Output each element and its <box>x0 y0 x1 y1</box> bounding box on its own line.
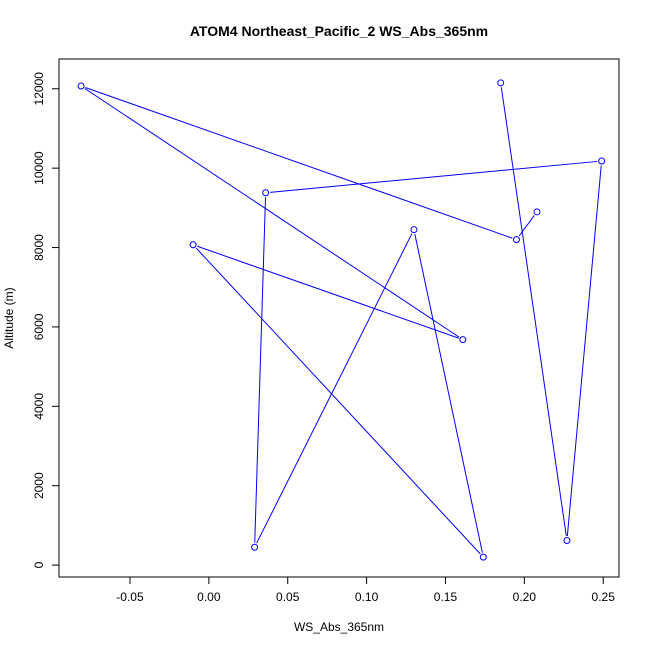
series-line-segment <box>195 247 481 555</box>
series-line-segment <box>256 233 413 544</box>
series-line-segment <box>500 87 567 537</box>
series-line-segment <box>270 160 598 193</box>
y-axis: 0 2000 4000 6000 8000 10000 12000 <box>32 72 60 568</box>
x-tick-label: 0.25 <box>592 590 616 604</box>
data-point <box>533 208 541 216</box>
series-lines <box>84 87 602 555</box>
y-tick-label: 10000 <box>32 151 46 185</box>
chart-title: ATOM4 Northeast_Pacific_2 WS_Abs_365nm <box>190 23 488 39</box>
y-tick-label: 4000 <box>32 393 46 420</box>
x-axis-label: WS_Abs_365nm <box>294 620 384 634</box>
series-line-segment <box>85 87 513 239</box>
x-axis: -0.05 0.00 0.05 0.10 0.15 0.20 0.25 <box>116 576 616 604</box>
data-point <box>563 536 571 544</box>
x-tick-label: 0.00 <box>197 590 221 604</box>
data-point <box>512 236 520 244</box>
data-point <box>497 79 505 87</box>
y-axis-label: Altitude (m) <box>2 287 16 348</box>
series-line-segment <box>566 165 602 537</box>
series-points <box>77 79 606 561</box>
data-point <box>479 553 487 561</box>
y-tick-label: 12000 <box>32 72 46 106</box>
data-point <box>598 157 606 165</box>
data-point <box>189 241 197 249</box>
x-tick-label: 0.05 <box>276 590 300 604</box>
series-line-segment <box>414 233 483 553</box>
y-tick-label: 0 <box>32 561 46 568</box>
data-point <box>459 336 467 344</box>
series-line-segment <box>84 88 460 338</box>
series-line-segment <box>197 245 459 339</box>
x-tick-label: -0.05 <box>116 590 144 604</box>
data-point <box>262 189 270 197</box>
data-point <box>77 82 85 90</box>
data-point <box>251 543 259 551</box>
y-tick-label: 2000 <box>32 472 46 499</box>
x-tick-label: 0.15 <box>434 590 458 604</box>
series-line-segment <box>518 215 535 237</box>
series-line-segment <box>254 197 267 543</box>
data-point <box>410 226 418 234</box>
y-tick-label: 6000 <box>32 313 46 340</box>
y-tick-label: 8000 <box>32 234 46 261</box>
x-tick-label: 0.10 <box>355 590 379 604</box>
x-tick-label: 0.20 <box>513 590 537 604</box>
